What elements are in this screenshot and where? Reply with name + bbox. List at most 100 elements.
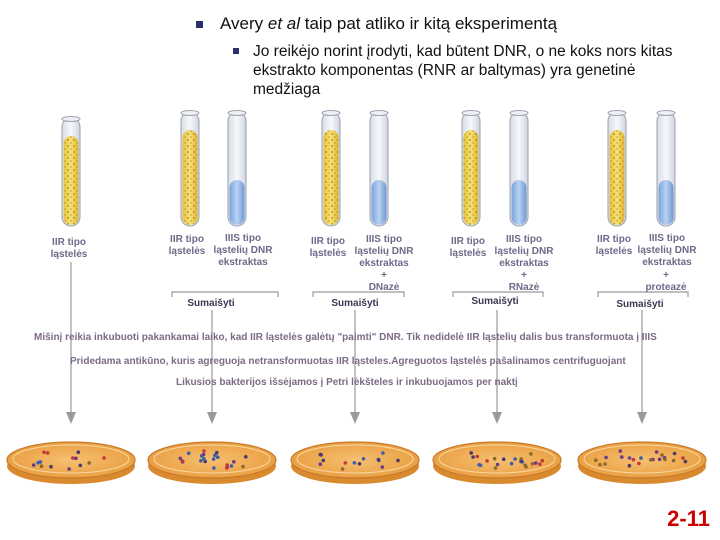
colony-dot <box>67 467 71 471</box>
colony-dot <box>186 451 191 456</box>
colony-dot <box>649 458 653 462</box>
colony-dot <box>603 462 607 466</box>
step-antibody: Pridedama antikūno, kuris agreguoja netr… <box>70 356 626 367</box>
colony-dot <box>396 458 400 463</box>
colony-dot <box>216 455 220 460</box>
merge-bracket <box>597 291 689 297</box>
slide-subtitle: Jo reikėjo norint įrodyti, kad būtent DN… <box>253 43 673 98</box>
colony-dot <box>45 451 50 455</box>
colony-dot <box>49 464 53 469</box>
colony-dot <box>318 452 323 457</box>
bullet-marker <box>196 21 203 28</box>
mix-label-2: Sumaišyti <box>187 298 235 309</box>
colony-dot <box>178 456 183 461</box>
petri-dish <box>290 441 420 484</box>
colony-dot <box>660 453 664 457</box>
colony-dot <box>493 466 498 470</box>
colony-dot <box>471 455 475 459</box>
colony-dot <box>598 462 602 467</box>
colony-dot <box>530 462 535 466</box>
petri-dish <box>147 441 277 484</box>
merge-bracket <box>312 291 405 297</box>
colony-dot <box>343 461 348 465</box>
colony-dot <box>683 459 688 464</box>
colony-dot <box>523 463 527 468</box>
colony-dot <box>627 456 632 460</box>
colony-dot <box>39 464 44 469</box>
merge-bracket <box>452 291 544 297</box>
cell-label-2: IIR tipo ląstelės <box>168 234 206 257</box>
colony-dot <box>36 460 40 465</box>
step-plating: Likusios bakterijos išsėjamos į Petri lė… <box>176 377 518 388</box>
down-arrow-icon <box>207 412 217 424</box>
colony-dot <box>213 453 217 458</box>
cell-label-3: IIR tipo ląstelės <box>309 236 347 259</box>
colony-dot <box>212 466 216 470</box>
yellow-tube <box>321 110 341 227</box>
cell-label-5: IIR tipo ląstelės <box>595 234 633 257</box>
colony-dot <box>495 462 500 467</box>
colony-dot <box>31 463 36 467</box>
blue-tube <box>227 110 247 227</box>
down-arrow-icon <box>66 412 76 424</box>
enzyme-label-5: + proteazė <box>645 270 687 293</box>
colony-dot <box>232 460 236 464</box>
colony-dot <box>71 456 75 460</box>
mix-label-3: Sumaišyti <box>331 298 379 309</box>
enzyme-label-3: + DNazė <box>368 270 400 293</box>
colony-dot <box>477 463 481 467</box>
colony-dot <box>201 452 206 457</box>
colony-dot <box>180 459 185 463</box>
colony-dot <box>540 458 545 463</box>
colony-dot <box>202 449 206 453</box>
colony-dot <box>352 461 357 465</box>
extract-label-5: IIIS tipo ląstelių DNR ekstraktas <box>637 233 697 268</box>
colony-dot <box>381 451 385 455</box>
yellow-tube <box>607 110 627 227</box>
colony-dot <box>681 456 685 460</box>
yellow-tube <box>461 110 481 227</box>
colony-dot <box>501 457 506 462</box>
colony-dot <box>671 458 676 463</box>
extract-label-4: IIIS tipo ląstelių DNR ekstraktas <box>494 234 554 269</box>
colony-dot <box>627 463 632 468</box>
colony-dot <box>361 457 366 461</box>
colony-dot <box>321 458 326 463</box>
colony-dot <box>620 455 624 459</box>
colony-dot <box>654 450 659 454</box>
colony-dot <box>492 456 497 461</box>
enzyme-label-4: + RNazė <box>508 270 540 293</box>
petri-dish <box>577 441 707 484</box>
colony-dot <box>78 463 83 468</box>
merge-bracket <box>171 291 279 297</box>
mix-label-4: Sumaišyti <box>471 296 519 307</box>
mix-label-5: Sumaišyti <box>616 299 664 310</box>
colony-dot <box>509 461 514 466</box>
colony-dot <box>631 457 636 462</box>
colony-dot <box>618 449 623 453</box>
colony-dot <box>74 456 78 461</box>
cell-label-1: IIR tipo ląstelės <box>50 237 88 260</box>
slide-number: 2-11 <box>667 506 710 531</box>
colony-dot <box>529 452 533 456</box>
colony-dot <box>318 462 323 467</box>
colony-dot <box>513 457 517 461</box>
colony-dot <box>380 465 385 469</box>
colony-dot <box>534 461 538 465</box>
colony-dot <box>357 462 362 466</box>
yellow-tube <box>61 116 81 227</box>
colony-dot <box>42 450 46 455</box>
colony-dot <box>663 457 667 462</box>
colony-dot <box>376 457 381 462</box>
colony-dot <box>203 459 207 464</box>
colony-dot <box>199 459 203 463</box>
colony-dot <box>215 450 219 455</box>
blue-tube <box>509 110 529 227</box>
colony-dot <box>594 458 598 463</box>
blue-tube <box>369 110 389 227</box>
colony-dot <box>657 457 662 462</box>
colony-dot <box>211 457 216 461</box>
colony-dot <box>102 456 106 460</box>
slide-title: Avery et al taip pat atliko ir kitą eksp… <box>220 14 558 33</box>
